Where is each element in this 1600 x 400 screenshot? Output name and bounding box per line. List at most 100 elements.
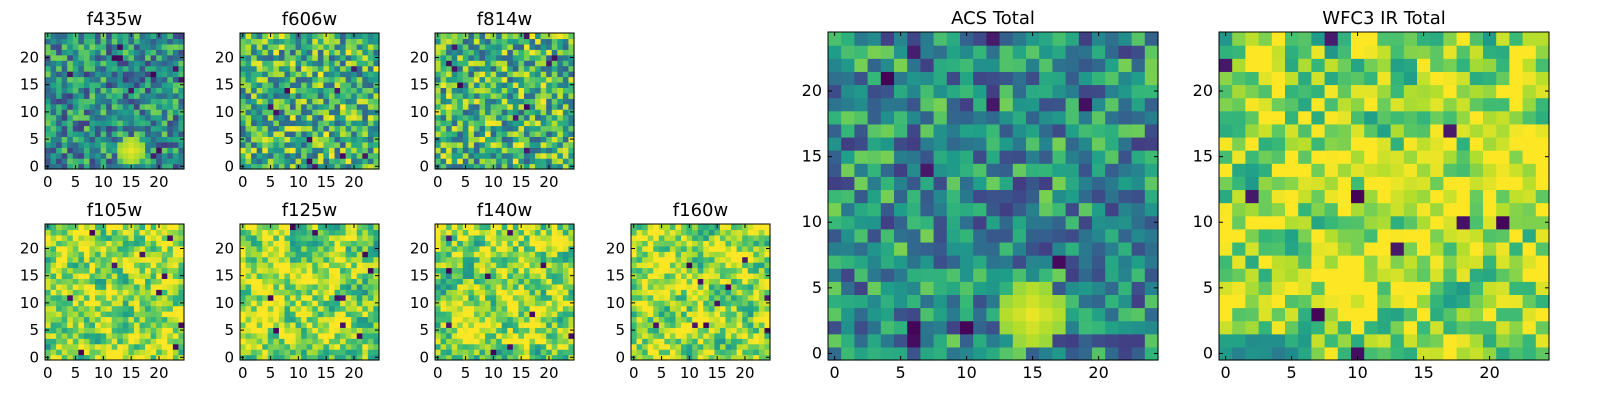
heatmap-cell [61, 60, 68, 67]
heatmap-cell [507, 33, 514, 40]
heatmap-cell [323, 109, 330, 116]
heatmap-cell [714, 338, 721, 345]
heatmap-cell [714, 300, 721, 307]
heatmap-cell [273, 311, 280, 318]
heatmap-cell [703, 327, 710, 334]
heatmap-cell [95, 311, 102, 318]
y-tick-label: 10 [20, 294, 39, 312]
heatmap-cell [501, 289, 508, 296]
heatmap-cell [367, 245, 375, 252]
heatmap-cell [340, 272, 347, 279]
heatmap-cell [61, 234, 68, 241]
heatmap-cell [1078, 320, 1093, 335]
heatmap-cell [725, 300, 732, 307]
heatmap-cell [67, 256, 74, 263]
heatmap-cell [306, 305, 313, 312]
heatmap-cell [139, 38, 146, 45]
heatmap-cell [356, 256, 363, 263]
heatmap-cell [356, 289, 363, 296]
heatmap-cell [317, 343, 324, 350]
heatmap-cell [56, 256, 63, 263]
heatmap-cell [284, 311, 291, 318]
heatmap-cell [907, 346, 921, 361]
heatmap-cell [540, 125, 547, 132]
heatmap-cell [518, 158, 525, 165]
heatmap-cell [468, 109, 475, 116]
heatmap-cell [328, 234, 336, 241]
heatmap-cell [753, 229, 760, 236]
heatmap-cell [72, 109, 79, 116]
heatmap-cell [89, 130, 96, 137]
heatmap-cell [356, 54, 363, 61]
heatmap-cell [351, 71, 358, 78]
heatmap-cell [161, 81, 168, 88]
heatmap-cell [367, 60, 375, 67]
heatmap-cell [334, 321, 341, 328]
heatmap-cell [462, 262, 469, 269]
heatmap-cell [340, 109, 347, 116]
heatmap-cell [334, 272, 341, 279]
heatmap-cell [273, 125, 280, 132]
heatmap-cell [323, 158, 330, 165]
heatmap-cell [284, 130, 291, 137]
heatmap-cell [245, 120, 252, 127]
heatmap-cell [61, 87, 68, 94]
heatmap-cell [708, 327, 715, 334]
heatmap-cell [367, 272, 375, 279]
heatmap-cell [479, 98, 486, 105]
heatmap-cell [245, 256, 252, 263]
heatmap-cell [501, 272, 508, 279]
heatmap-cell [440, 229, 447, 236]
heatmap-cell [340, 81, 347, 88]
heatmap-cell [828, 228, 842, 243]
heatmap-cell [523, 338, 531, 345]
heatmap-cell [251, 54, 258, 61]
heatmap-cell [435, 262, 442, 269]
heatmap-cell [61, 136, 68, 143]
heatmap-cell [150, 98, 157, 105]
heatmap-cell [473, 49, 481, 56]
heatmap-cell [529, 338, 536, 345]
heatmap-cell [462, 147, 469, 154]
heatmap-cell [457, 38, 464, 45]
heatmap-cell [328, 92, 336, 99]
heatmap-cell [512, 33, 519, 40]
heatmap-cell [473, 294, 481, 301]
heatmap-cell [546, 141, 553, 148]
heatmap-cell [278, 278, 286, 285]
heatmap-cell [139, 245, 146, 252]
heatmap-cell [50, 256, 57, 263]
heatmap-cell [557, 251, 564, 258]
heatmap-cell [106, 114, 113, 121]
heatmap-cell [747, 240, 754, 247]
heatmap-cell [562, 343, 570, 350]
heatmap-cell [262, 311, 269, 318]
heatmap-cell [145, 327, 152, 334]
heatmap-cell [1144, 176, 1159, 191]
heatmap-cell [485, 43, 492, 50]
heatmap-cell [473, 300, 481, 307]
heatmap-cell [256, 114, 263, 121]
heatmap-cell [658, 321, 665, 328]
heatmap-cell [56, 158, 63, 165]
heatmap-cell [373, 234, 380, 241]
heatmap-cell [457, 125, 464, 132]
heatmap-cell [854, 228, 869, 243]
heatmap-cell [446, 305, 453, 312]
heatmap-cell [106, 272, 113, 279]
heatmap-cell [636, 240, 643, 247]
heatmap-cell [245, 283, 252, 290]
heatmap-cell [284, 343, 291, 350]
heatmap-cell [256, 262, 263, 269]
heatmap-cell [290, 49, 297, 56]
heatmap-cell [295, 147, 302, 154]
heatmap-cell [1092, 333, 1106, 348]
heatmap-cell [334, 343, 341, 350]
heatmap-cell [334, 141, 341, 148]
heatmap-cell [106, 136, 113, 143]
heatmap-cell [960, 202, 974, 217]
heatmap-cell [284, 136, 291, 143]
heatmap-cell [636, 316, 643, 323]
panel-title: f160w [673, 200, 728, 221]
heatmap-cell [747, 338, 754, 345]
